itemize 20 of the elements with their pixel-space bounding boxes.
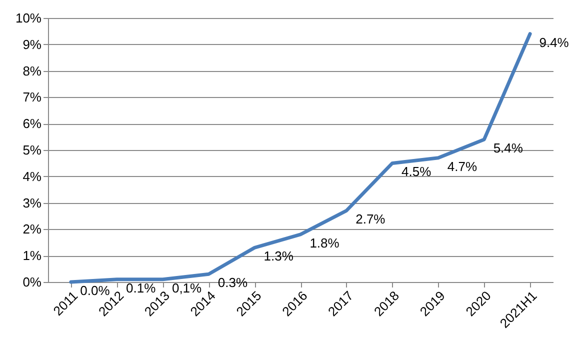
y-tick-label: 10%	[15, 10, 42, 26]
data-label: 4.5%	[402, 164, 432, 180]
y-tick-label: 1%	[22, 248, 42, 264]
data-label: 9.4%	[539, 34, 570, 50]
data-label: 0.3%	[218, 275, 248, 290]
y-tick-label: 6%	[22, 116, 42, 132]
y-tick-label: 5%	[22, 142, 42, 158]
y-tick-label: 8%	[22, 63, 42, 78]
data-label: 4.7%	[447, 158, 478, 174]
data-label: 5.4%	[493, 140, 524, 156]
y-tick-label: 9%	[22, 36, 42, 52]
y-tick-label: 0%	[22, 274, 42, 290]
y-tick-label: 4%	[22, 168, 42, 184]
data-label: 0.1%	[126, 280, 156, 296]
data-label: 1.3%	[264, 248, 294, 264]
data-label: 1.8%	[310, 235, 340, 250]
y-tick-label: 2%	[22, 222, 42, 237]
y-tick-label: 3%	[22, 195, 42, 210]
data-label: 2.7%	[356, 212, 386, 227]
y-tick-label: 7%	[22, 90, 42, 105]
